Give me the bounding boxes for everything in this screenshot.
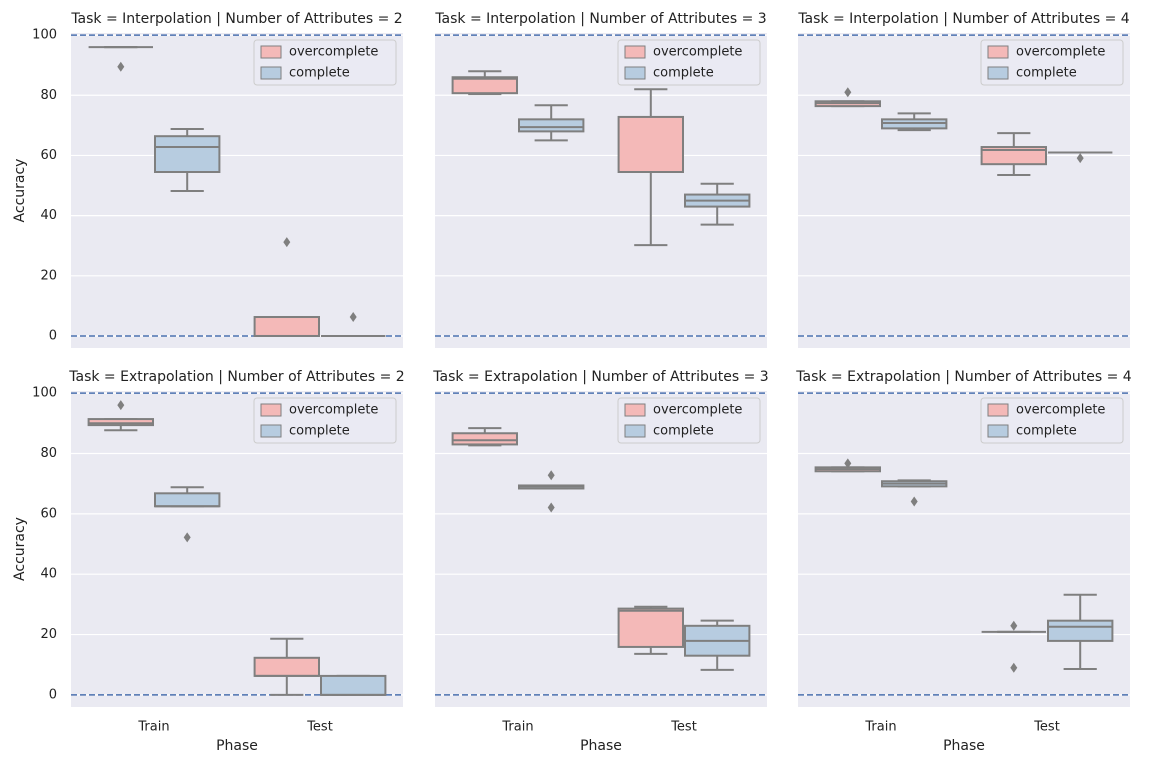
box bbox=[980, 146, 1047, 166]
outlier bbox=[1010, 662, 1018, 673]
legend-label: complete bbox=[1016, 424, 1077, 439]
box bbox=[518, 118, 585, 133]
legend-label: complete bbox=[289, 66, 350, 81]
outlier bbox=[183, 532, 191, 543]
y-tick-label: 20 bbox=[40, 627, 57, 642]
legend-frame bbox=[253, 397, 397, 444]
y-tick-label: 40 bbox=[40, 208, 57, 223]
x-tick-label: Test bbox=[670, 720, 697, 735]
x-axis-label: Phase bbox=[943, 738, 985, 754]
y-axis-label: Accuracy bbox=[12, 517, 28, 581]
x-tick-label: Test bbox=[306, 720, 333, 735]
outlier bbox=[844, 87, 852, 98]
legend-swatch bbox=[260, 45, 282, 59]
legend-swatch bbox=[987, 424, 1009, 438]
legend-label: complete bbox=[1016, 66, 1077, 81]
box bbox=[154, 492, 221, 508]
x-axis-label: Phase bbox=[580, 738, 622, 754]
box bbox=[617, 607, 684, 648]
y-tick-label: 0 bbox=[49, 687, 57, 702]
box bbox=[451, 76, 519, 95]
outlier bbox=[910, 496, 918, 507]
legend-label: overcomplete bbox=[1016, 45, 1105, 60]
legend-frame bbox=[617, 39, 761, 86]
x-tick-label: Test bbox=[1033, 720, 1060, 735]
legend-swatch bbox=[260, 424, 282, 438]
panel-title: Task = Interpolation | Number of Attribu… bbox=[70, 11, 402, 27]
outlier bbox=[844, 458, 852, 469]
legend-swatch bbox=[987, 66, 1009, 80]
legend-frame bbox=[617, 397, 761, 444]
legend-frame bbox=[980, 397, 1124, 444]
box bbox=[1047, 619, 1114, 642]
outlier bbox=[349, 312, 357, 323]
outlier bbox=[547, 470, 555, 481]
outlier bbox=[283, 237, 291, 248]
y-tick-label: 80 bbox=[40, 446, 57, 461]
legend-label: complete bbox=[289, 424, 350, 439]
box bbox=[154, 135, 221, 173]
outlier bbox=[547, 502, 555, 513]
legend-swatch bbox=[624, 403, 646, 417]
legend-label: overcomplete bbox=[289, 45, 378, 60]
legend-frame bbox=[980, 39, 1124, 86]
legend-swatch bbox=[624, 424, 646, 438]
panel-title: Task = Interpolation | Number of Attribu… bbox=[797, 11, 1129, 27]
legend-swatch bbox=[987, 403, 1009, 417]
y-tick-label: 60 bbox=[40, 148, 57, 163]
y-tick-label: 80 bbox=[40, 88, 57, 103]
x-tick-label: Train bbox=[501, 720, 533, 735]
box bbox=[451, 432, 519, 446]
x-tick-label: Train bbox=[137, 720, 169, 735]
box bbox=[320, 674, 387, 696]
legend-swatch bbox=[987, 45, 1009, 59]
y-tick-label: 40 bbox=[40, 567, 57, 582]
y-tick-label: 100 bbox=[32, 386, 57, 401]
y-tick-label: 20 bbox=[40, 268, 57, 283]
legend-swatch bbox=[624, 66, 646, 80]
legend-label: overcomplete bbox=[653, 45, 742, 60]
panel-title: Task = Extrapolation | Number of Attribu… bbox=[795, 369, 1132, 385]
box bbox=[617, 115, 684, 173]
box bbox=[87, 418, 154, 427]
x-axis-label: Phase bbox=[216, 738, 258, 754]
legend-label: complete bbox=[653, 66, 714, 81]
y-axis-label: Accuracy bbox=[12, 159, 28, 223]
box bbox=[253, 656, 321, 677]
x-tick-label: Train bbox=[864, 720, 896, 735]
y-tick-label: 0 bbox=[49, 328, 57, 343]
plot-background bbox=[798, 391, 1130, 707]
plot-background bbox=[71, 391, 403, 707]
legend-frame bbox=[253, 39, 397, 86]
legend-label: overcomplete bbox=[653, 403, 742, 418]
panel-title: Task = Interpolation | Number of Attribu… bbox=[434, 11, 766, 27]
outlier bbox=[117, 400, 125, 411]
legend-label: overcomplete bbox=[1016, 403, 1105, 418]
legend-swatch bbox=[624, 45, 646, 59]
legend-swatch bbox=[260, 66, 282, 80]
panel-title: Task = Extrapolation | Number of Attribu… bbox=[432, 369, 768, 385]
legend-swatch bbox=[260, 403, 282, 417]
box bbox=[253, 316, 321, 337]
legend-label: overcomplete bbox=[289, 403, 378, 418]
outlier bbox=[1076, 153, 1084, 164]
y-tick-label: 60 bbox=[40, 506, 57, 521]
outlier bbox=[117, 61, 125, 72]
y-tick-label: 100 bbox=[32, 28, 57, 43]
legend-label: complete bbox=[653, 424, 714, 439]
panel-title: Task = Extrapolation | Number of Attribu… bbox=[68, 369, 404, 385]
outlier bbox=[1010, 620, 1018, 631]
